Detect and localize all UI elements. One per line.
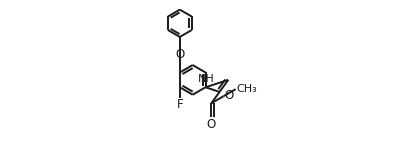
Text: O: O: [207, 118, 216, 131]
Text: O: O: [175, 48, 185, 61]
Text: F: F: [176, 98, 183, 111]
Text: NH: NH: [198, 74, 215, 84]
Text: CH₃: CH₃: [237, 84, 257, 94]
Text: O: O: [224, 89, 233, 102]
